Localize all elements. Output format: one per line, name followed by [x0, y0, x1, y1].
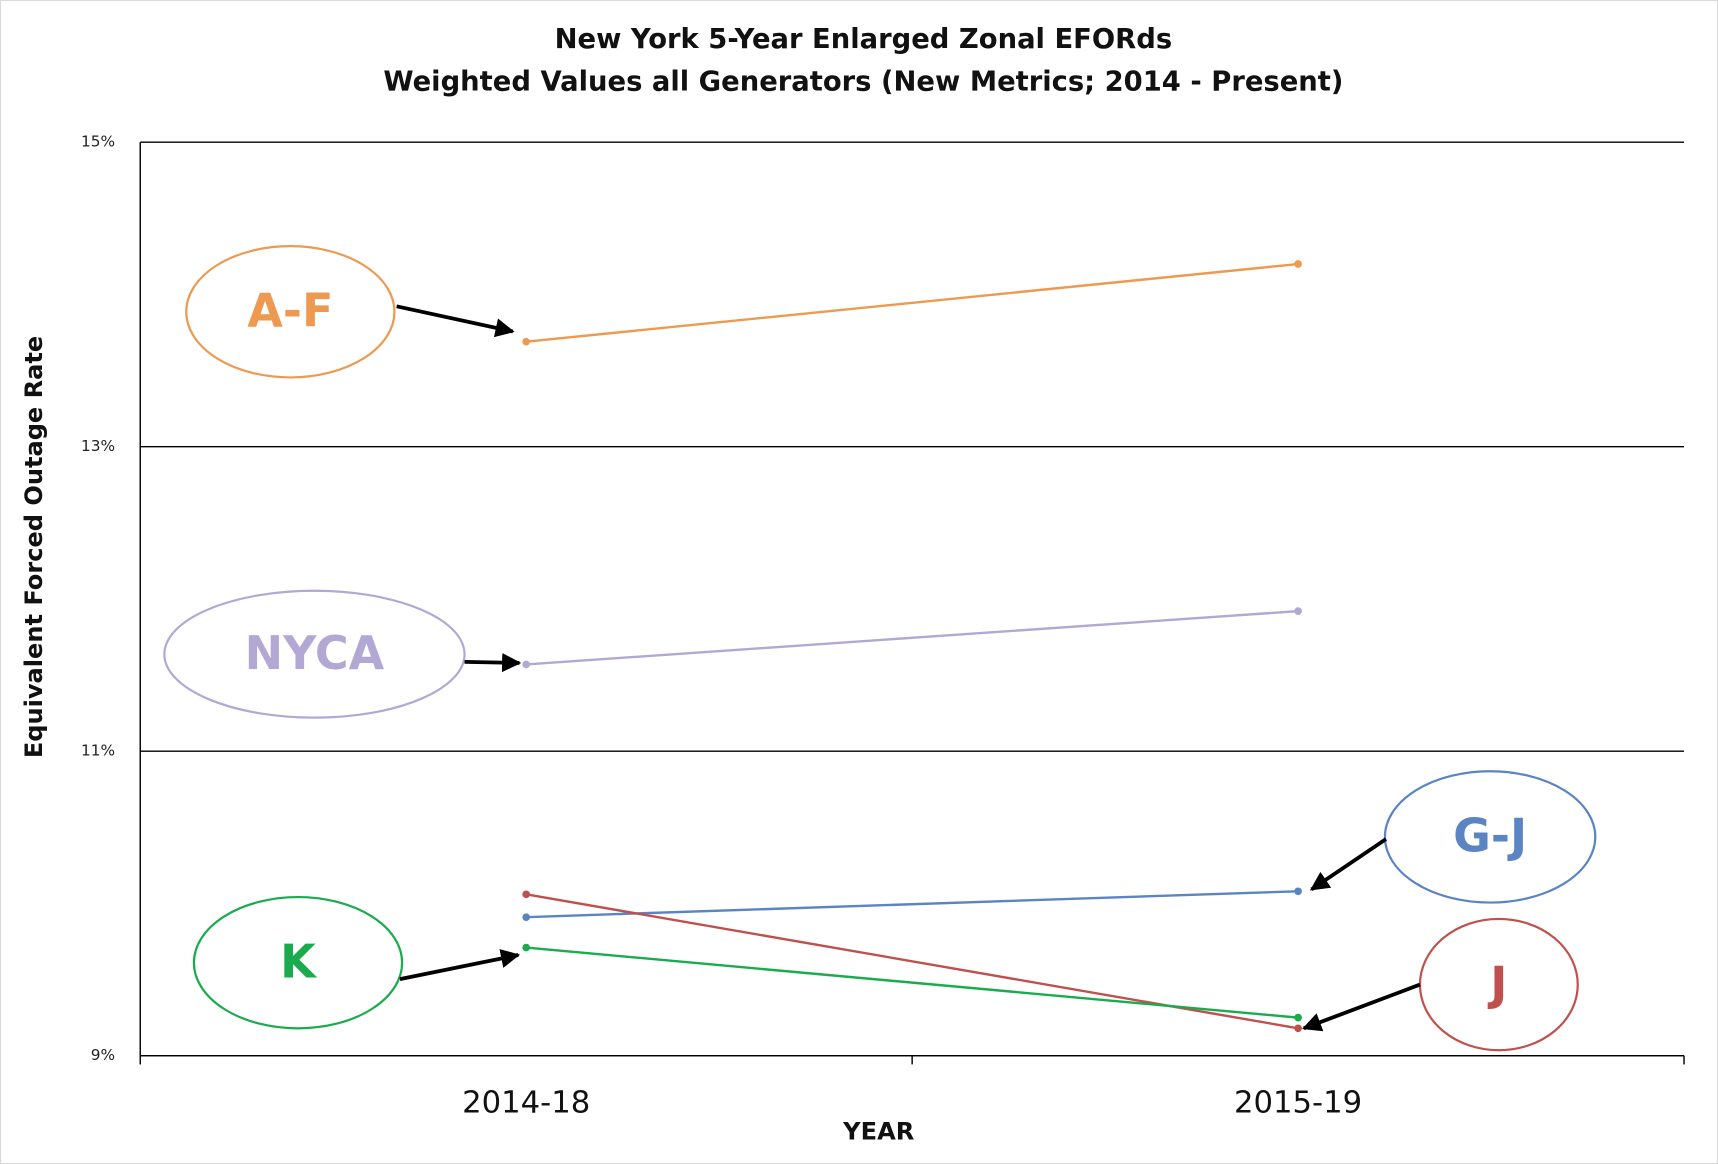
y-tick-label: 13%: [81, 437, 115, 455]
data-point: [1294, 1013, 1302, 1022]
y-axis-title: Equivalent Forced Outage Rate: [20, 336, 48, 758]
data-point: [522, 943, 531, 952]
series-line: [526, 890, 1299, 919]
data-point: [522, 337, 531, 346]
callout-arrow: [396, 304, 515, 338]
legend-label: G-J: [1453, 809, 1527, 863]
data-point: [1294, 887, 1302, 896]
legend-label: NYCA: [245, 626, 385, 680]
y-tick-label: 9%: [91, 1046, 115, 1064]
callout-ellipse: [185, 245, 396, 379]
callout-arrow: [464, 653, 522, 673]
x-tick-label: 2014-18: [462, 1085, 590, 1120]
legend-label: J: [1487, 956, 1507, 1010]
data-point: [522, 890, 531, 899]
data-point: [1294, 1024, 1302, 1033]
series-line: [526, 946, 1299, 1019]
data-point: [1294, 260, 1302, 268]
legend-label: K: [280, 934, 318, 988]
callout-ellipse: [192, 895, 404, 1030]
y-tick-label: 11%: [81, 742, 115, 760]
x-tick-label: 2015-19: [1234, 1085, 1362, 1120]
series-line: [526, 262, 1299, 343]
data-point: [1294, 607, 1302, 615]
series-line: [526, 609, 1299, 666]
callout-arrow: [399, 949, 521, 981]
legend-label: A-F: [247, 283, 333, 337]
data-point: [522, 660, 531, 669]
data-point: [522, 913, 531, 921]
callout-ellipse: [1383, 770, 1597, 904]
chart-title: New York 5-Year Enlarged Zonal EFORds: [555, 24, 1173, 55]
callout-arrow: [1302, 982, 1421, 1032]
callout-arrow: [1309, 837, 1388, 891]
callout-ellipse: [163, 589, 466, 719]
chart-subtitle: Weighted Values all Generators (New Metr…: [383, 67, 1343, 98]
y-tick-label: 15%: [81, 133, 115, 151]
x-axis-title: YEAR: [842, 1117, 915, 1145]
